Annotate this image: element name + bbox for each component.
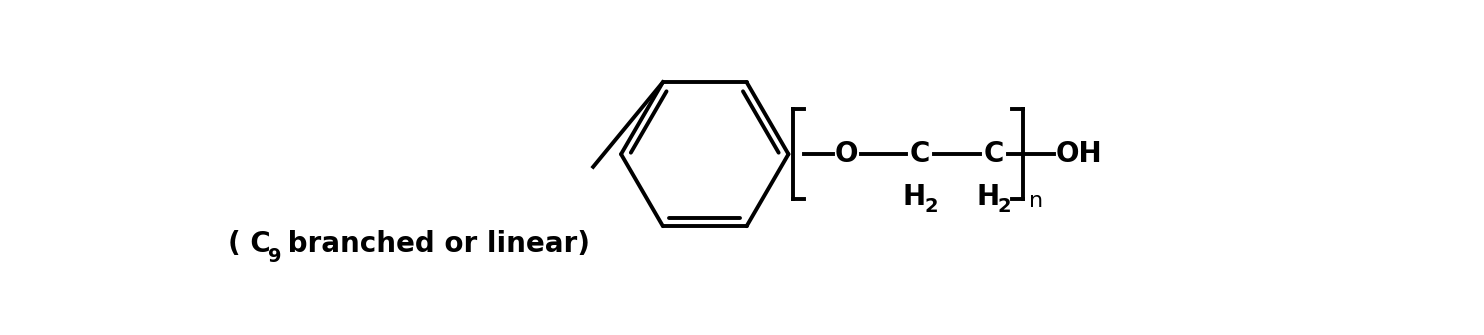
Text: C: C <box>984 140 1005 168</box>
Text: H: H <box>902 184 926 211</box>
Text: n: n <box>1030 191 1043 211</box>
Text: branched or linear): branched or linear) <box>278 230 589 258</box>
Text: OH: OH <box>1055 140 1103 168</box>
Text: H: H <box>976 184 999 211</box>
Text: O: O <box>835 140 858 168</box>
Text: 2: 2 <box>925 197 938 215</box>
Text: 2: 2 <box>997 197 1012 215</box>
Text: ( C: ( C <box>229 230 272 258</box>
Text: C: C <box>910 140 930 168</box>
Text: 9: 9 <box>269 247 282 266</box>
